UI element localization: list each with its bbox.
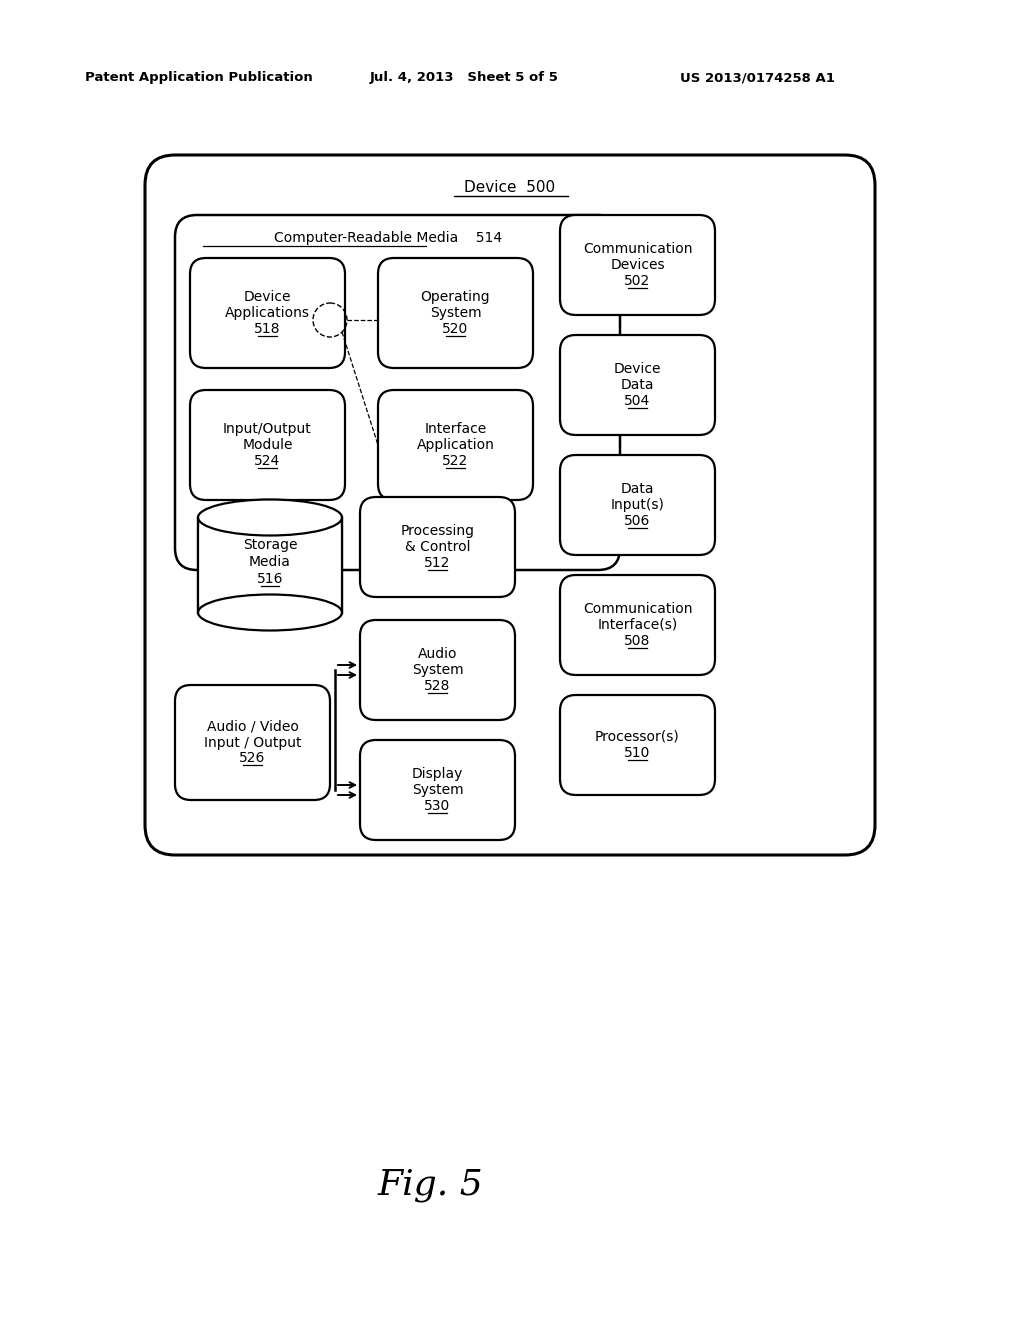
Text: Patent Application Publication: Patent Application Publication <box>85 71 312 84</box>
Text: 504: 504 <box>625 393 650 408</box>
Text: Communication: Communication <box>583 602 692 616</box>
Text: Interface(s): Interface(s) <box>597 618 678 632</box>
FancyBboxPatch shape <box>360 620 515 719</box>
Text: Computer-Readable Media    514: Computer-Readable Media 514 <box>274 231 502 246</box>
Text: Communication: Communication <box>583 242 692 256</box>
FancyBboxPatch shape <box>560 455 715 554</box>
Text: 528: 528 <box>424 678 451 693</box>
Text: US 2013/0174258 A1: US 2013/0174258 A1 <box>680 71 835 84</box>
Polygon shape <box>198 527 342 603</box>
Text: Devices: Devices <box>610 257 665 272</box>
Text: System: System <box>412 663 463 677</box>
Ellipse shape <box>198 594 342 631</box>
Text: Data: Data <box>621 378 654 392</box>
Text: Device: Device <box>244 290 291 304</box>
Text: Audio: Audio <box>418 647 458 661</box>
Text: Processing: Processing <box>400 524 474 539</box>
Text: 518: 518 <box>254 322 281 337</box>
FancyBboxPatch shape <box>360 498 515 597</box>
Text: Module: Module <box>243 438 293 451</box>
Ellipse shape <box>198 499 342 536</box>
FancyBboxPatch shape <box>175 215 620 570</box>
Text: Device: Device <box>613 362 662 376</box>
FancyBboxPatch shape <box>560 335 715 436</box>
FancyBboxPatch shape <box>190 389 345 500</box>
Text: 502: 502 <box>625 275 650 288</box>
FancyBboxPatch shape <box>560 696 715 795</box>
Text: System: System <box>430 306 481 319</box>
FancyBboxPatch shape <box>378 257 534 368</box>
FancyBboxPatch shape <box>560 576 715 675</box>
Text: Media: Media <box>249 554 291 569</box>
Text: & Control: & Control <box>404 540 470 554</box>
Text: Input(s): Input(s) <box>610 498 665 512</box>
Text: 510: 510 <box>625 746 650 760</box>
FancyBboxPatch shape <box>360 741 515 840</box>
Text: 516: 516 <box>257 572 284 586</box>
Text: 526: 526 <box>240 751 265 766</box>
Text: 520: 520 <box>442 322 469 337</box>
Text: Applications: Applications <box>225 306 310 319</box>
Text: 530: 530 <box>424 799 451 813</box>
FancyBboxPatch shape <box>190 257 345 368</box>
Text: Interface: Interface <box>424 422 486 436</box>
Text: Jul. 4, 2013   Sheet 5 of 5: Jul. 4, 2013 Sheet 5 of 5 <box>370 71 559 84</box>
Text: Processor(s): Processor(s) <box>595 730 680 744</box>
Text: Audio / Video: Audio / Video <box>207 719 298 734</box>
Text: Display: Display <box>412 767 463 781</box>
FancyBboxPatch shape <box>175 685 330 800</box>
Text: 512: 512 <box>424 556 451 570</box>
Text: System: System <box>412 783 463 797</box>
Text: 524: 524 <box>254 454 281 469</box>
FancyBboxPatch shape <box>145 154 874 855</box>
Text: 522: 522 <box>442 454 469 469</box>
Text: Operating: Operating <box>421 290 490 304</box>
Text: 506: 506 <box>625 513 650 528</box>
Text: Input / Output: Input / Output <box>204 735 301 750</box>
Text: Input/Output: Input/Output <box>223 422 312 436</box>
Text: 508: 508 <box>625 634 650 648</box>
Text: Application: Application <box>417 438 495 451</box>
Text: Device  500: Device 500 <box>465 181 556 195</box>
FancyBboxPatch shape <box>560 215 715 315</box>
Text: Data: Data <box>621 482 654 496</box>
Text: Storage: Storage <box>243 539 297 552</box>
Text: Fig. 5: Fig. 5 <box>377 1168 483 1203</box>
FancyBboxPatch shape <box>378 389 534 500</box>
